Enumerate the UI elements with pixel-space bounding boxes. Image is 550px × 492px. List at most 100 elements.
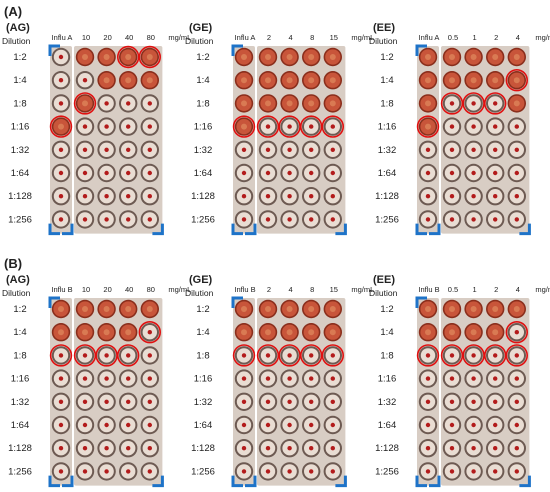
- dilution-label: 1:32: [11, 145, 30, 156]
- concentration-header: 1: [473, 33, 477, 42]
- red-cell-button-dot: [514, 446, 519, 451]
- red-cell-button-dot: [58, 54, 64, 60]
- well: [51, 392, 71, 411]
- dilution-label: 1:128: [191, 443, 215, 454]
- dilution-label: 1:2: [196, 52, 209, 63]
- corner-marker: [415, 44, 427, 56]
- well: [49, 344, 73, 367]
- red-cell-button-dot: [287, 446, 292, 451]
- well: [300, 344, 323, 367]
- well: [51, 210, 71, 229]
- red-cell-button-dot: [493, 446, 498, 451]
- well: [280, 439, 299, 458]
- well-center: [329, 77, 336, 84]
- dilution-label: 1:8: [380, 350, 393, 361]
- dilution-label: 1:2: [380, 304, 393, 315]
- well-center: [470, 54, 477, 60]
- red-cell-button-dot: [425, 422, 431, 428]
- red-cell-button-dot: [330, 446, 335, 451]
- dilution-label: 1:256: [8, 466, 32, 477]
- dilution-label: 1:8: [380, 98, 393, 109]
- well: [140, 94, 159, 113]
- well: [258, 369, 278, 388]
- dilution-label: 1:128: [191, 191, 215, 202]
- well: [464, 323, 483, 342]
- well: [484, 92, 507, 115]
- well: [507, 299, 526, 319]
- well: [140, 462, 159, 481]
- well: [97, 369, 116, 388]
- well-center: [308, 77, 315, 84]
- red-cell-button-dot: [126, 469, 131, 474]
- red-cell-button-dot: [126, 101, 131, 106]
- red-cell-button-dot: [514, 170, 519, 176]
- red-cell-button-dot: [265, 217, 271, 222]
- well-center: [470, 77, 477, 84]
- well: [486, 163, 505, 183]
- well: [234, 163, 254, 183]
- red-cell-button-dot: [104, 422, 109, 428]
- section-label: (B): [4, 256, 22, 271]
- well-center: [308, 306, 315, 312]
- panel-tag: (AG): [6, 274, 30, 286]
- dilution-label: 1:32: [194, 397, 213, 408]
- sample-plate: [74, 298, 163, 486]
- dilution-label: 1:128: [375, 191, 399, 202]
- well: [418, 369, 438, 388]
- red-cell-button-dot: [265, 399, 271, 404]
- red-cell-button-dot: [330, 124, 335, 129]
- corner-marker: [231, 44, 243, 56]
- concentration-header: 4: [289, 33, 293, 42]
- well: [258, 439, 278, 458]
- well-center: [125, 306, 132, 312]
- well-center: [146, 306, 153, 312]
- well-center: [286, 77, 293, 84]
- well: [280, 369, 299, 388]
- endpoint-circle: [505, 68, 528, 92]
- red-cell-button-dot: [493, 217, 498, 222]
- concentration-header: 0.5: [448, 285, 458, 294]
- well: [302, 140, 321, 159]
- red-cell-button-dot: [126, 124, 131, 129]
- dilution-label: 1:8: [196, 350, 209, 361]
- red-cell-button-dot: [265, 469, 271, 474]
- well: [507, 140, 526, 159]
- well-center: [125, 329, 132, 336]
- red-cell-button-dot: [58, 217, 64, 222]
- red-cell-button-dot: [471, 147, 476, 152]
- well: [258, 210, 278, 229]
- well-center: [265, 100, 271, 107]
- corner-marker: [231, 223, 243, 236]
- dilution-label: 1:2: [13, 52, 26, 63]
- sample-plate: [257, 298, 346, 486]
- well: [75, 210, 95, 229]
- concentration-header: 1: [473, 285, 477, 294]
- control-header: Influ A: [52, 33, 73, 42]
- well: [302, 187, 321, 206]
- concentration-header: 2: [267, 285, 271, 294]
- well: [280, 163, 299, 183]
- well: [119, 117, 138, 136]
- dilution-header: Dilution: [2, 36, 31, 46]
- dilution-header: Dilution: [369, 288, 398, 298]
- red-cell-button-dot: [104, 194, 109, 199]
- well-center: [492, 306, 499, 312]
- well: [51, 71, 71, 90]
- concentration-header: 20: [103, 285, 111, 294]
- well: [507, 210, 526, 229]
- red-cell-button-dot: [514, 194, 519, 199]
- red-cell-button-dot: [309, 170, 314, 176]
- endpoint-circle: [116, 344, 140, 367]
- well-center: [241, 100, 247, 107]
- red-cell-button-dot: [126, 147, 131, 152]
- dilution-label: 1:32: [194, 145, 213, 156]
- red-cell-button-dot: [471, 217, 476, 222]
- well: [258, 392, 278, 411]
- corner-marker: [519, 475, 531, 488]
- well: [119, 140, 138, 159]
- well: [258, 415, 278, 435]
- well: [258, 187, 278, 206]
- control-column-plate: [417, 298, 439, 486]
- well: [486, 71, 505, 90]
- red-cell-button-dot: [471, 446, 476, 451]
